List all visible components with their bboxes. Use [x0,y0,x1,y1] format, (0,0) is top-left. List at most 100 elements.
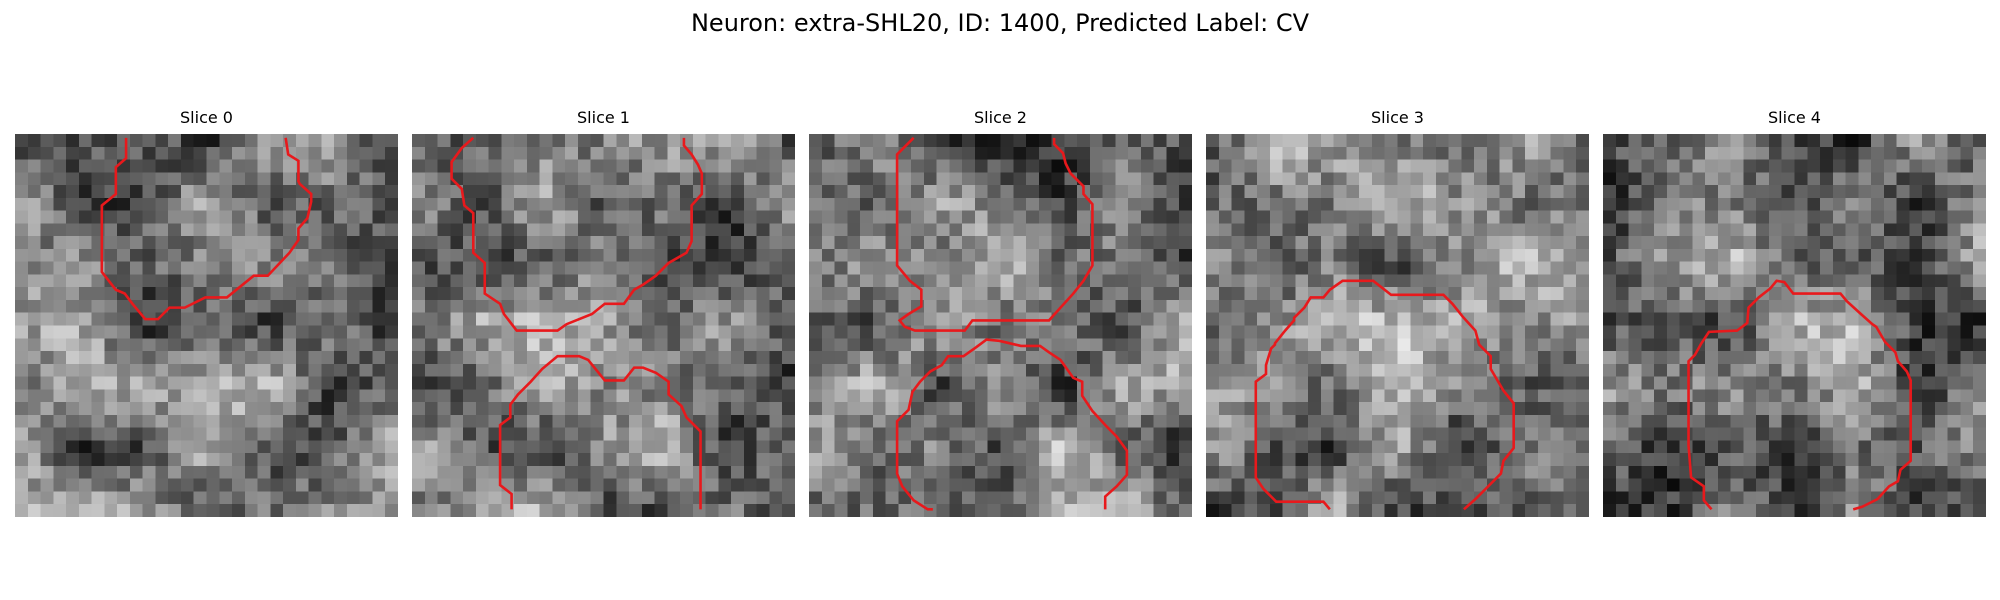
pixel [1089,363,1103,377]
pixel [91,491,105,505]
pixel [1320,325,1334,339]
pixel [949,185,963,199]
pixel [193,402,207,416]
pixel [911,414,925,428]
pixel [1461,325,1475,339]
pixel [1756,465,1770,479]
pixel [590,210,604,224]
pixel [962,236,976,250]
pixel [1179,325,1192,339]
pixel [962,172,976,186]
pixel [463,312,477,326]
pixel [1064,261,1078,275]
pixel [1499,414,1513,428]
pixel [1038,274,1052,288]
pixel [501,134,515,148]
pixel [424,134,438,148]
pixel [1320,440,1334,454]
pixel [475,274,489,288]
pixel [1359,197,1373,211]
pixel [1474,172,1488,186]
pixel [1231,185,1245,199]
pixel [1474,248,1488,262]
pixel [424,210,438,224]
pixel [437,287,451,301]
pixel [629,440,643,454]
pixel [1525,274,1539,288]
pixel [718,440,732,454]
pixel [756,465,770,479]
pixel [769,414,783,428]
pixel [412,440,426,454]
pixel [1000,197,1014,211]
pixel [756,274,770,288]
pixel [1947,159,1961,173]
pixel [809,197,823,211]
pixel [552,172,566,186]
pixel [359,389,373,403]
pixel [334,299,348,313]
pixel [898,223,912,237]
pixel [552,299,566,313]
pixel [1537,274,1551,288]
pixel [283,491,297,505]
pixel [834,146,848,160]
pixel [987,210,1001,224]
pixel [129,210,143,224]
pixel [885,172,899,186]
pixel [565,389,579,403]
pixel [501,197,515,211]
pixel [257,465,271,479]
pixel [1474,134,1488,148]
pixel [1666,338,1680,352]
pixel [718,172,732,186]
pixel [1717,389,1731,403]
pixel [1717,146,1731,160]
pixel [1717,248,1731,262]
pixel [1576,223,1589,237]
pixel [936,172,950,186]
pixel [463,185,477,199]
pixel [1461,440,1475,454]
pixel [705,134,719,148]
pixel [1947,274,1961,288]
pixel [834,363,848,377]
pixel [1654,351,1668,365]
pixel [1934,197,1948,211]
pixel [782,134,795,148]
pixel [1000,325,1014,339]
pixel [270,363,284,377]
pixel [1666,402,1680,416]
pixel [885,427,899,441]
pixel [1461,312,1475,326]
pixel [1423,338,1437,352]
pixel [514,312,528,326]
pixel [437,197,451,211]
pixel [1474,376,1488,390]
pixel [1807,325,1821,339]
pixel [1641,312,1655,326]
pixel [718,465,732,479]
pixel [847,299,861,313]
pixel [1858,376,1872,390]
pixel [885,236,899,250]
pixel [1486,287,1500,301]
pixel [1756,172,1770,186]
pixel [104,414,118,428]
pixel [1474,389,1488,403]
pixel [1218,376,1232,390]
pixel [1371,363,1385,377]
pixel [1563,478,1577,492]
pixel [475,491,489,505]
pixel [1166,389,1180,403]
pixel [1743,261,1757,275]
pixel [1013,491,1027,505]
pixel [117,389,131,403]
pixel [66,389,80,403]
pixel [1641,248,1655,262]
pixel [1218,440,1232,454]
pixel [1909,389,1923,403]
pixel [1269,159,1283,173]
pixel [860,248,874,262]
pixel [346,159,360,173]
